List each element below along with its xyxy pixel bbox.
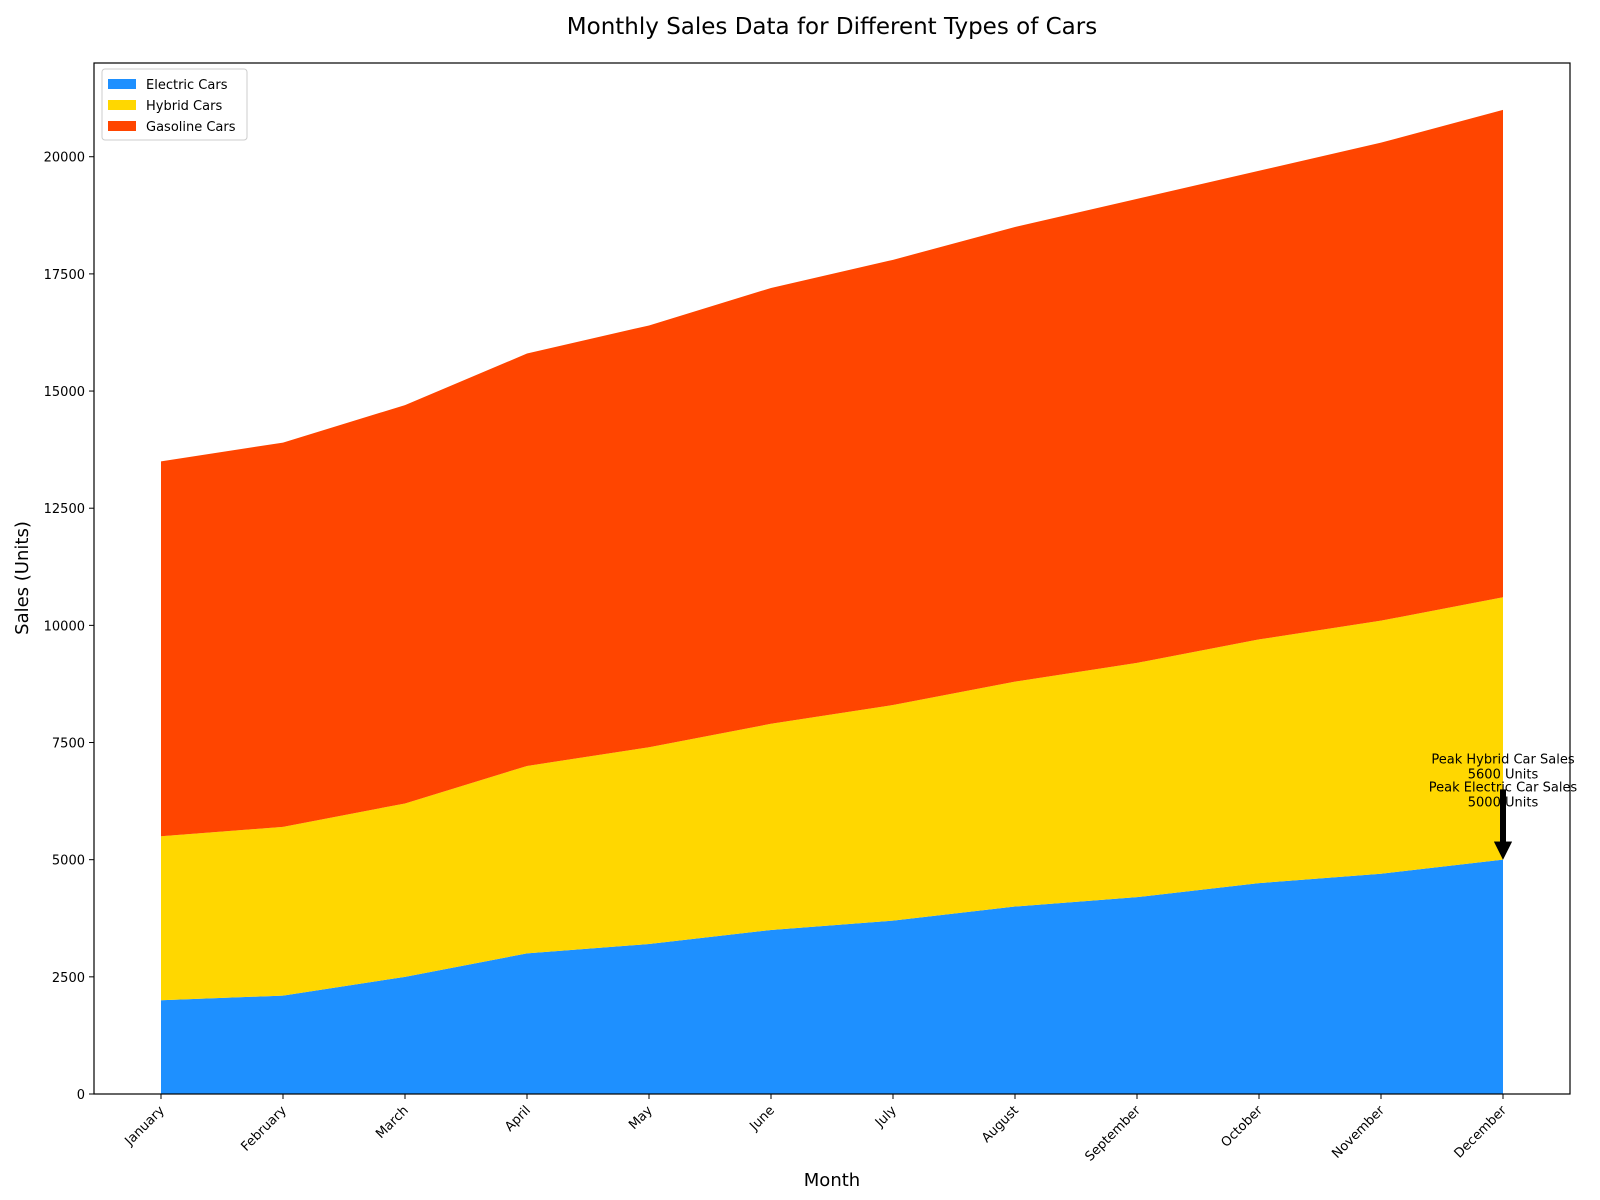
annotation-text: Peak Hybrid Car Sales xyxy=(1431,752,1574,767)
y-tick-label: 0 xyxy=(77,1088,85,1103)
legend: Electric Cars Hybrid Cars Gasoline Cars xyxy=(101,68,248,141)
legend-label: Hybrid Cars xyxy=(146,99,222,114)
legend-label: Gasoline Cars xyxy=(146,120,236,135)
legend-box xyxy=(101,68,248,141)
legend-swatch xyxy=(108,121,136,131)
area-electric-cars xyxy=(161,859,1503,1094)
y-tick-label: 2500 xyxy=(52,971,85,986)
plot-frame xyxy=(93,62,1571,1095)
area-hybrid-cars xyxy=(161,597,1503,1001)
area-gasoline-cars xyxy=(161,109,1503,837)
y-tick-label: 17500 xyxy=(44,268,85,283)
annotation-text: Peak Electric Car Sales xyxy=(1429,780,1578,795)
y-tick-label: 20000 xyxy=(44,151,85,166)
legend-label: Electric Cars xyxy=(146,78,228,93)
y-axis: 0 2500 5000 7500 10000 12500 15000 17500 20000 xyxy=(44,151,94,1103)
annotation-value: 5600 Units xyxy=(1468,767,1539,782)
y-tick-label: 7500 xyxy=(52,737,85,752)
y-tick-label: 12500 xyxy=(44,502,85,517)
y-tick-label: 10000 xyxy=(44,619,85,634)
annotation-arrowhead xyxy=(1494,841,1512,860)
x-axis-label: Month xyxy=(804,1170,860,1191)
y-axis-label: Sales (Units) xyxy=(12,521,33,635)
y-tick-label: 15000 xyxy=(44,385,85,400)
area-layers xyxy=(161,109,1503,1094)
legend-swatch xyxy=(108,79,136,89)
annotation-value: 5000 Units xyxy=(1468,795,1539,810)
legend-swatch xyxy=(108,100,136,110)
chart-title: Monthly Sales Data for Different Types o… xyxy=(567,14,1097,40)
y-tick-label: 5000 xyxy=(52,854,85,869)
